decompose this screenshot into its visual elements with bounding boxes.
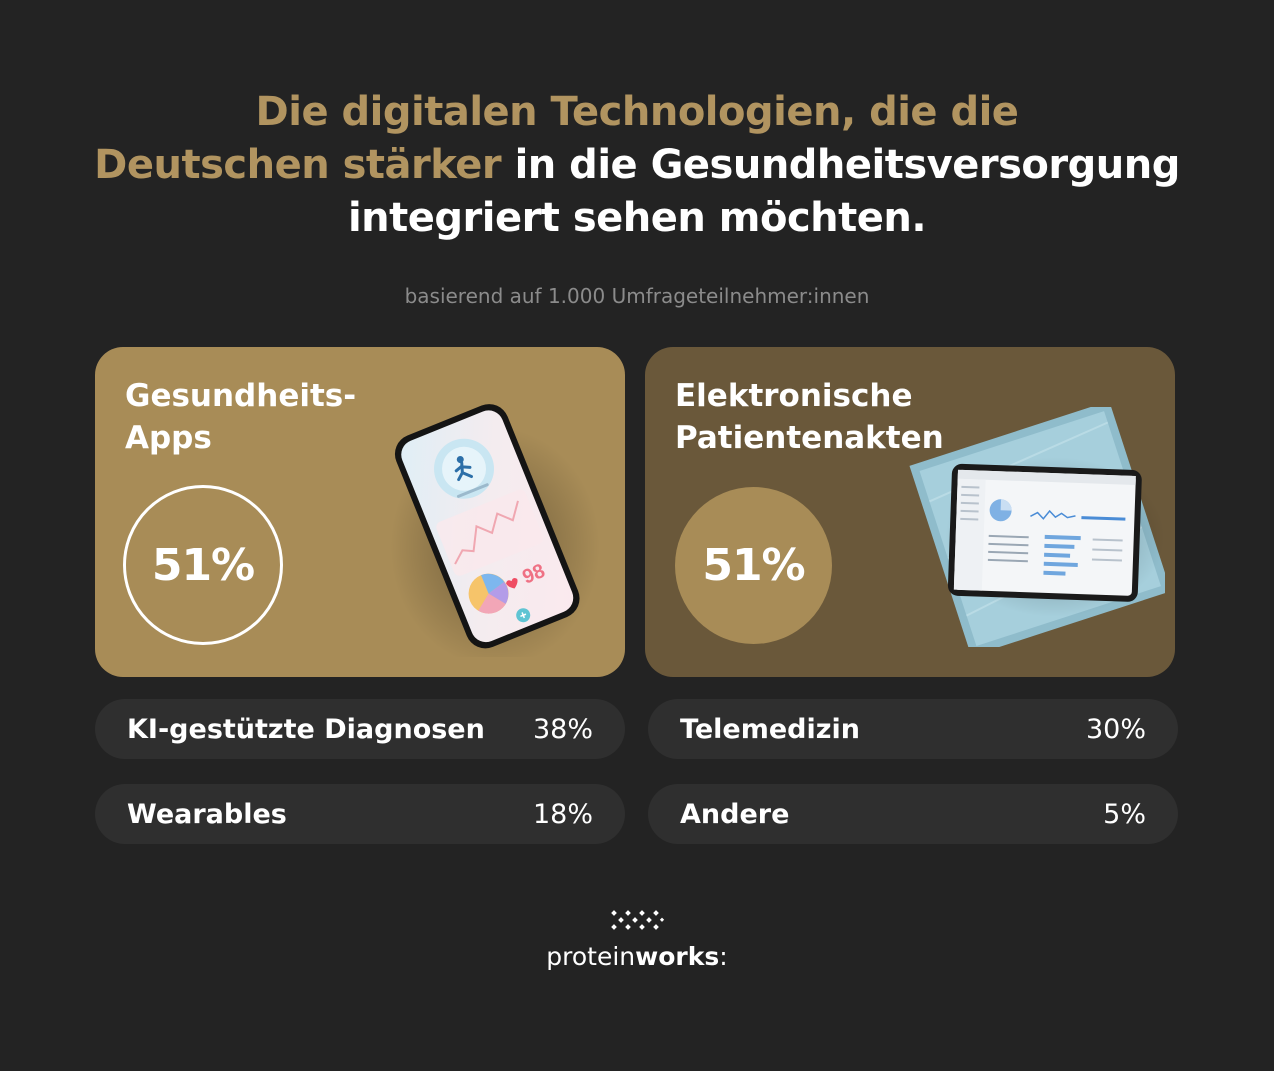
brand-logo: proteinworks: xyxy=(537,904,737,984)
row-label: Wearables xyxy=(127,798,287,830)
brand-name: proteinworks: xyxy=(537,942,737,971)
row-wearables: Wearables 18% xyxy=(95,784,625,844)
row-value: 38% xyxy=(532,713,593,745)
heart-icon xyxy=(506,577,518,589)
card-electronic-records: Elektronische Patientenakten 51% xyxy=(645,347,1175,677)
brand-name-suffix: : xyxy=(719,942,728,971)
tablet-illustration xyxy=(909,407,1165,647)
brand-name-light: protein xyxy=(546,942,636,971)
row-andere: Andere 5% xyxy=(648,784,1178,844)
smartphone-illustration: 98 xyxy=(390,404,600,657)
row-value: 30% xyxy=(1085,713,1146,745)
percentage-ring: 51% xyxy=(123,485,283,645)
row-label: Telemedizin xyxy=(680,713,860,745)
subtitle: basierend auf 1.000 Umfrageteilnehmer:in… xyxy=(404,284,870,308)
headline-part-2: Deutschen stärker xyxy=(94,142,502,188)
row-value: 18% xyxy=(532,798,593,830)
headline-part-1: Die digitalen Technologien, die die xyxy=(255,89,1019,135)
card-title-electronic-records: Elektronische Patientenakten xyxy=(675,378,944,456)
percentage-value: 51% xyxy=(151,539,255,591)
card-health-apps: Gesundheits- Apps 51% xyxy=(95,347,625,677)
brand-name-bold: works xyxy=(635,942,720,971)
headline-part-3: in die Gesundheitsversorgung xyxy=(501,142,1181,188)
headline: Die digitalen Technologien, die die Deut… xyxy=(60,86,1214,245)
percentage-disc: 51% xyxy=(675,487,832,644)
logo-dots-icon xyxy=(611,910,665,930)
row-telemedizin: Telemedizin 30% xyxy=(648,699,1178,759)
row-ki-diagnosen: KI-gestützte Diagnosen 38% xyxy=(95,699,625,759)
row-label: Andere xyxy=(680,798,790,830)
row-value: 5% xyxy=(1103,798,1146,830)
percentage-value: 51% xyxy=(702,540,805,591)
headline-part-4: integriert sehen möchten. xyxy=(347,195,927,241)
row-label: KI-gestützte Diagnosen xyxy=(127,713,485,745)
card-title-health-apps: Gesundheits- Apps xyxy=(125,378,357,456)
